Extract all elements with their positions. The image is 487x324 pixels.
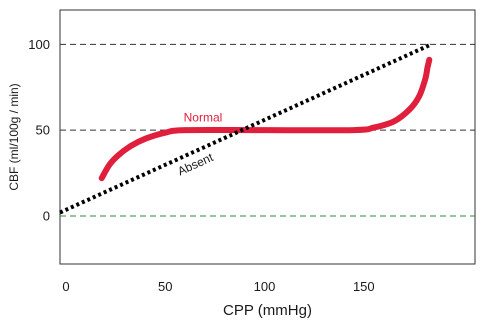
x-tick-label: 0 [62,279,69,294]
x-tick-label: 100 [254,279,276,294]
x-tick-label: 150 [353,279,375,294]
tick-labels: 0 50 100 150 0 50 100 [28,37,374,294]
series-layer [59,42,433,215]
reference-lines [60,43,475,217]
plot-area [59,9,476,265]
series-line-normal [98,56,433,182]
x-axis-label: CPP (mmHg) [223,302,312,319]
series-line-absent [59,42,433,215]
series-labels: Normal Absent [175,111,222,179]
y-tick-label: 50 [36,123,50,138]
series-label-normal: Normal [184,111,223,125]
y-tick-label: 0 [43,208,50,223]
y-tick-label: 100 [28,37,50,52]
y-axis-label: CBF (ml/100g / min) [7,83,21,190]
x-tick-label: 50 [158,279,172,294]
series-label-absent: Absent [175,150,215,178]
